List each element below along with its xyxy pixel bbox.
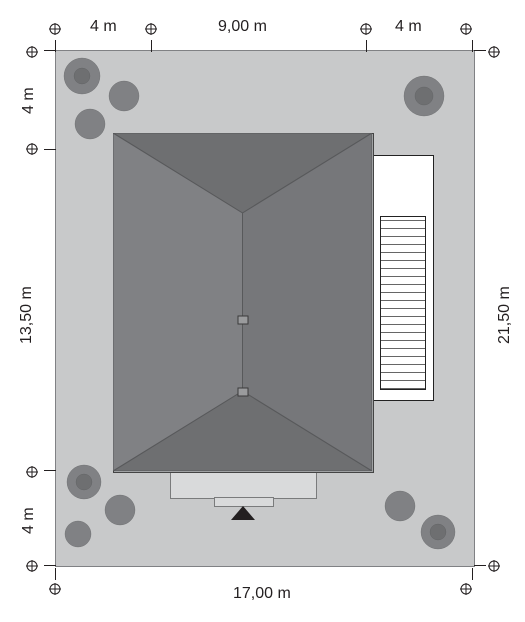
boundary-marker [460, 583, 472, 595]
boundary-marker [488, 46, 500, 58]
roof-window-1 [238, 316, 248, 324]
dimension-tick [55, 568, 56, 580]
roof-window-2 [238, 388, 248, 396]
boundary-marker [26, 46, 38, 58]
boundary-marker [26, 143, 38, 155]
boundary-marker [360, 23, 372, 35]
dimension-tick [472, 40, 473, 52]
roof [113, 133, 372, 471]
dimension-tick [472, 568, 473, 580]
boundary-marker [26, 560, 38, 572]
dimension-tick [474, 565, 486, 566]
boundary-marker [26, 466, 38, 478]
boundary-marker [49, 23, 61, 35]
boundary-marker [460, 23, 472, 35]
dimension-tick [366, 40, 367, 52]
dim-top-right: 4 m [395, 18, 422, 36]
dimension-tick [44, 149, 56, 150]
dimension-tick [44, 50, 56, 51]
porch [170, 471, 317, 499]
dim-left-bot: 4 m [20, 504, 38, 534]
dim-right: 21,50 m [496, 274, 514, 344]
dim-left-mid: 13,50 m [18, 274, 36, 344]
entrance-arrow [231, 506, 255, 520]
dim-top-center: 9,00 m [218, 18, 267, 36]
dimension-tick [474, 50, 486, 51]
site-plan: 4 m 9,00 m 4 m 4 m 13,50 m 4 m 21,50 m 1… [0, 0, 525, 622]
boundary-marker [49, 583, 61, 595]
dimension-tick [44, 470, 56, 471]
boundary-marker [145, 23, 157, 35]
side-structure-inner [380, 216, 426, 390]
dim-left-top: 4 m [20, 84, 38, 114]
dim-top-left: 4 m [90, 18, 117, 36]
dim-bottom: 17,00 m [233, 585, 291, 603]
dimension-tick [44, 565, 56, 566]
dimension-tick [151, 40, 152, 52]
boundary-marker [488, 560, 500, 572]
